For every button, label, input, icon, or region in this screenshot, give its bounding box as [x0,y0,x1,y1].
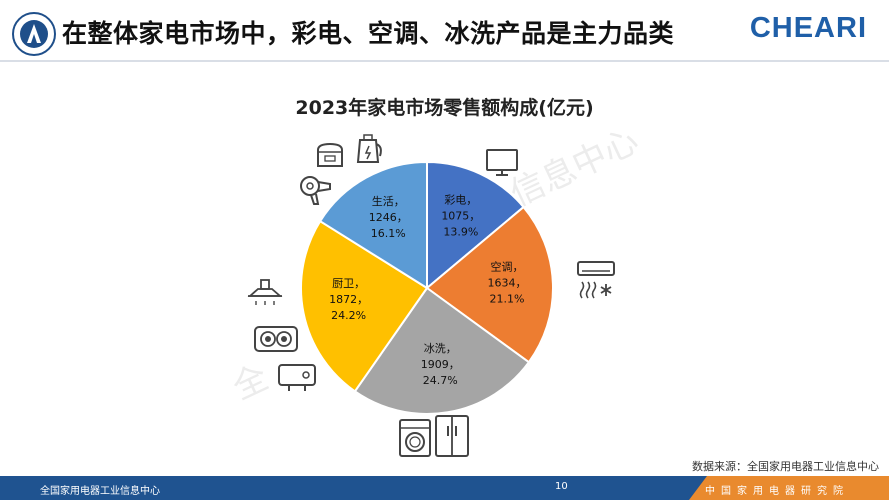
footer-institute-name: 中国家用电器研究院 [705,486,849,497]
pie-label-1: 彩电， 1075， 13.9% [441,194,480,239]
rice-cooker-icon [317,142,343,167]
footer-bar: 全国家用电器工业信息中心 10 中国家用电器研究院 [0,476,889,500]
hair-dryer-icon [300,176,331,205]
kettle-icon [356,134,382,163]
air-conditioner-icon [577,261,615,299]
pie-label-3: 冰洗， 1909， 24.7% [421,342,460,387]
chart-title: 2023年家电市场零售额构成(亿元) [295,97,594,119]
pie-label-4: 厨卫， 1872， 24.2% [329,277,368,322]
gas-stove-icon [254,326,298,352]
pie-label-5: 生活， 1246， 16.1% [369,194,408,240]
brand-logo: CHEARI [749,12,867,44]
footer-org-name: 全国家用电器工业信息中心 [40,486,160,497]
page-number: 10 [555,481,568,492]
pie-slice-4 [300,219,429,393]
page-title: 在整体家电市场中，彩电、空调、冰洗产品是主力品类 [62,19,675,48]
pie-label-2: 空调， 1634， 21.1% [487,259,526,305]
tv-icon [486,149,518,176]
pie-slice-1 [426,160,525,291]
data-source-note: 数据来源：全国家用电器工业信息中心 [692,460,879,473]
refrigerator-icon [435,415,469,457]
pie-slice-2 [425,205,554,364]
footer-accent [689,476,889,500]
pie-slice-5 [318,160,428,290]
range-hood-icon [247,279,283,305]
title-divider [0,60,889,62]
water-heater-icon [278,364,316,391]
washing-machine-icon [399,419,431,457]
institute-seal-logo [12,12,56,56]
pie-slice-3 [353,286,531,415]
